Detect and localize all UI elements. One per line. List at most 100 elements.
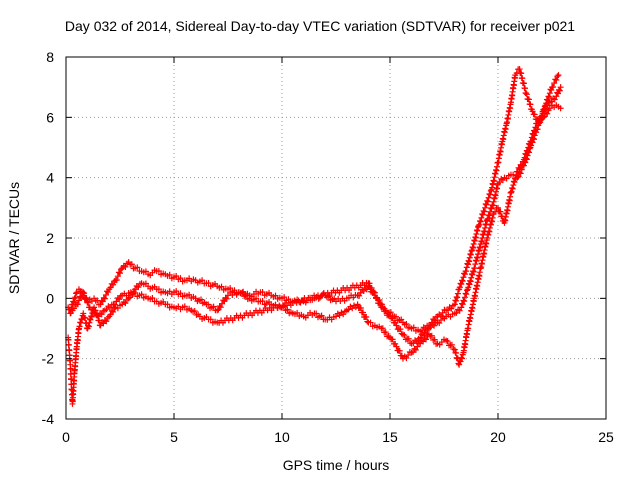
data-point [107, 304, 114, 311]
data-point [181, 303, 188, 310]
data-point [75, 297, 82, 304]
data-point [191, 308, 198, 315]
data-point [551, 80, 558, 87]
series-track-c [69, 66, 562, 335]
y-axis-label: SDTVAR / TECUs [6, 181, 22, 295]
data-point [354, 301, 361, 308]
data-point [428, 332, 435, 339]
data-point [495, 204, 501, 211]
data-point [454, 294, 461, 301]
data-point [483, 201, 490, 208]
data-point [476, 221, 483, 228]
data-point [531, 128, 538, 135]
data-point [485, 194, 492, 201]
data-point [364, 318, 371, 325]
data-point [360, 309, 366, 316]
data-point [546, 94, 553, 101]
data-point [207, 316, 214, 323]
data-point [539, 110, 546, 117]
data-point [482, 204, 489, 211]
data-point [239, 289, 246, 296]
data-point [117, 270, 123, 277]
data-point [489, 201, 496, 208]
data-point [85, 299, 92, 306]
x-tick-label: 5 [170, 429, 178, 445]
data-point [431, 317, 438, 324]
data-point [554, 73, 561, 80]
data-point [73, 289, 80, 296]
data-point [459, 301, 466, 308]
data-point [556, 87, 563, 94]
data-point [510, 171, 517, 178]
data-point [484, 216, 491, 223]
data-point [199, 277, 206, 284]
data-point [155, 286, 162, 293]
data-point [405, 352, 412, 359]
data-point [453, 309, 460, 316]
data-point [71, 295, 78, 302]
data-point [451, 346, 458, 353]
data-point [81, 290, 88, 297]
y-tick-label: 8 [46, 49, 54, 65]
data-point [113, 277, 120, 284]
data-point [399, 331, 406, 338]
data-point [412, 346, 419, 353]
data-point [77, 293, 84, 300]
y-tick-label: 0 [46, 290, 54, 306]
data-point [529, 108, 536, 115]
data-point [410, 340, 417, 347]
data-point [516, 165, 523, 172]
data-point [98, 311, 105, 318]
data-point [396, 347, 403, 354]
x-tick-label: 0 [62, 429, 70, 445]
data-point [523, 90, 530, 97]
data-point [78, 294, 85, 301]
data-point [214, 307, 221, 314]
data-point [541, 107, 548, 114]
data-point [460, 274, 467, 281]
data-point [101, 295, 108, 302]
data-point [135, 284, 142, 291]
data-point [475, 222, 482, 229]
data-point [401, 332, 408, 339]
x-tick-label: 20 [490, 429, 506, 445]
data-point [393, 343, 400, 350]
data-point [456, 307, 463, 314]
data-point [166, 271, 173, 278]
y-tick-label: 2 [46, 230, 54, 246]
data-point [524, 148, 531, 155]
series-track-a [65, 84, 564, 347]
data-point [217, 304, 224, 311]
data-point [186, 291, 193, 298]
data-point [487, 187, 494, 194]
data-point [89, 306, 96, 313]
data-point [552, 76, 559, 83]
data-point [523, 147, 530, 154]
data-point [457, 358, 464, 365]
data-point [382, 307, 389, 314]
data-point [521, 154, 528, 161]
data-point [325, 293, 332, 300]
data-point [453, 297, 460, 304]
grid-lines [66, 57, 606, 419]
data-point [132, 289, 139, 296]
data-point [115, 269, 122, 276]
data-point [514, 168, 521, 175]
data-point [543, 100, 550, 107]
data-point [453, 350, 460, 357]
data-point [532, 124, 539, 131]
data-point [456, 284, 463, 291]
data-point [526, 141, 533, 148]
data-point [528, 134, 535, 141]
data-point [393, 313, 400, 320]
data-point [389, 336, 396, 343]
data-point [454, 290, 461, 297]
data-point [403, 355, 410, 362]
data-point [294, 309, 301, 316]
data-point [105, 289, 112, 296]
data-point [553, 77, 560, 84]
data-point [481, 208, 488, 215]
data-point [122, 300, 129, 307]
data-point [555, 72, 562, 79]
data-point [497, 208, 504, 215]
